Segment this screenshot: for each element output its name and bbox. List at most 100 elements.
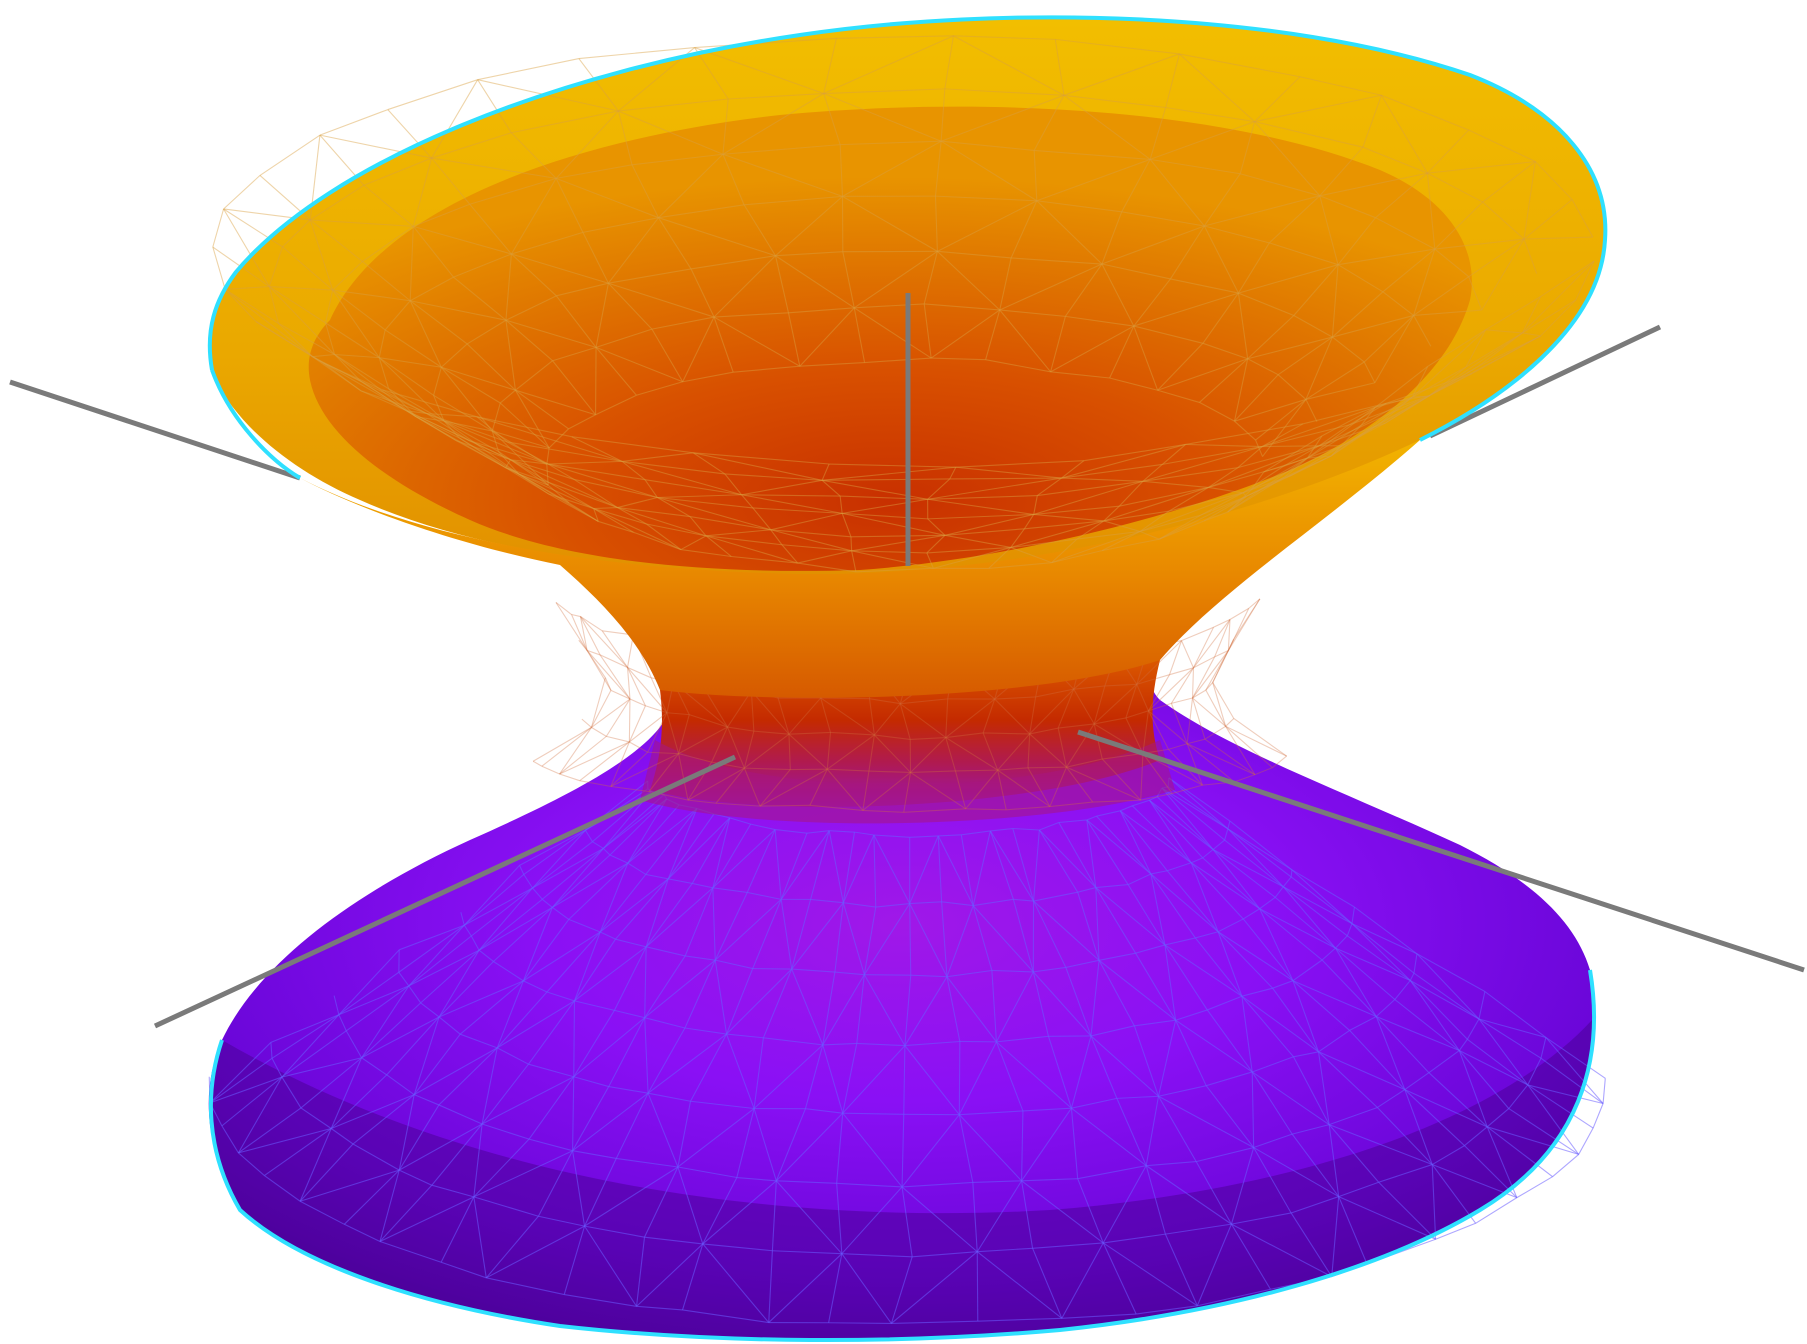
mesh-edge bbox=[1142, 753, 1173, 794]
mesh-edge bbox=[578, 639, 588, 651]
mesh-edge bbox=[564, 1294, 637, 1307]
mesh-edge bbox=[899, 703, 947, 738]
mesh-edge bbox=[426, 412, 549, 465]
mesh-edge bbox=[1459, 1050, 1529, 1086]
mesh-edge bbox=[610, 689, 631, 700]
mesh-edge bbox=[1055, 38, 1180, 55]
mesh-edge bbox=[954, 770, 967, 809]
mesh-edge bbox=[1522, 299, 1577, 334]
mesh-edge bbox=[413, 1094, 440, 1106]
mesh-edge bbox=[511, 231, 584, 255]
mesh-edge bbox=[1351, 923, 1415, 974]
mesh-edge bbox=[644, 1017, 686, 1029]
mesh-edge bbox=[1032, 1242, 1104, 1249]
mesh-edge bbox=[299, 1143, 354, 1202]
mesh-edge bbox=[874, 734, 911, 740]
mesh-edge bbox=[1121, 159, 1151, 213]
mesh-edge bbox=[438, 1016, 461, 1035]
mesh-edge bbox=[515, 360, 553, 391]
mesh-edge bbox=[1033, 495, 1038, 515]
mesh-edge bbox=[1157, 389, 1200, 403]
mesh-edge bbox=[941, 901, 974, 907]
mesh-edge bbox=[1203, 511, 1228, 522]
mesh-edge bbox=[1477, 332, 1523, 367]
mesh-edge bbox=[473, 1138, 530, 1198]
mesh-edge bbox=[678, 726, 728, 755]
mesh-edge bbox=[586, 650, 631, 700]
mesh-edge bbox=[1328, 1124, 1380, 1183]
mesh-edge bbox=[726, 1033, 755, 1109]
mesh-edge bbox=[1010, 200, 1038, 259]
mesh-edge bbox=[744, 733, 790, 769]
mesh-edge bbox=[1508, 1108, 1579, 1155]
mesh-edge bbox=[1021, 1110, 1024, 1181]
mesh-edge bbox=[431, 1184, 474, 1198]
mesh-edge bbox=[1527, 1084, 1594, 1129]
mesh-edge bbox=[1237, 445, 1320, 469]
mesh-edge bbox=[1158, 1095, 1254, 1149]
mesh-edge bbox=[617, 507, 647, 525]
mesh-edge bbox=[505, 467, 550, 484]
mesh-edge bbox=[621, 452, 694, 462]
mesh-edge bbox=[268, 286, 280, 324]
mesh-edge bbox=[684, 887, 714, 957]
mesh-edge bbox=[1165, 106, 1255, 123]
mesh-edge bbox=[1186, 743, 1203, 786]
mesh-edge bbox=[1362, 95, 1382, 148]
mesh-edge bbox=[1158, 514, 1201, 540]
mesh-edge bbox=[1142, 445, 1263, 482]
mesh-edge bbox=[1071, 1097, 1117, 1109]
mesh-edge bbox=[627, 667, 646, 706]
mesh-edge bbox=[581, 718, 592, 728]
mesh-edge bbox=[743, 767, 761, 807]
mesh-edge bbox=[933, 546, 1011, 569]
mesh-edge bbox=[300, 1057, 362, 1109]
mesh-edge bbox=[1292, 980, 1350, 1031]
mesh-edge bbox=[617, 110, 633, 165]
mesh-edge bbox=[1071, 1107, 1147, 1167]
mesh-edge bbox=[1282, 886, 1348, 937]
mesh-edge bbox=[360, 380, 407, 412]
mesh-edge bbox=[443, 420, 499, 452]
mesh-edge bbox=[1093, 685, 1106, 725]
mesh-edge bbox=[1090, 960, 1100, 1037]
mesh-edge bbox=[1094, 717, 1126, 725]
mesh-edge bbox=[1307, 435, 1323, 459]
mesh-edge bbox=[1061, 1313, 1137, 1319]
mesh-edge bbox=[1237, 242, 1270, 294]
mesh-edge bbox=[1486, 1126, 1553, 1178]
mesh-edge bbox=[1205, 682, 1214, 691]
mesh-edge bbox=[1217, 931, 1294, 982]
mesh-edge bbox=[1291, 455, 1332, 476]
mesh-edge bbox=[224, 288, 313, 358]
mesh-edge bbox=[693, 452, 823, 481]
mesh-edge bbox=[595, 346, 683, 383]
mesh-edge bbox=[863, 906, 877, 975]
mesh-edge bbox=[593, 508, 682, 551]
mesh-edge bbox=[1413, 276, 1470, 316]
mesh-edge bbox=[851, 550, 857, 572]
mesh-edge bbox=[1149, 796, 1158, 801]
mesh-edge bbox=[829, 463, 956, 468]
mesh-edge bbox=[840, 140, 942, 146]
mesh-edge bbox=[1292, 980, 1377, 1017]
mesh-edge bbox=[809, 768, 828, 806]
mesh-edge bbox=[863, 903, 911, 975]
mesh-edge bbox=[1602, 1078, 1606, 1104]
mesh-edge bbox=[705, 535, 798, 564]
mesh-edge bbox=[496, 980, 524, 1049]
mesh-edge bbox=[1227, 476, 1285, 513]
mesh-edge bbox=[959, 1110, 1023, 1116]
mesh-edge bbox=[379, 1240, 442, 1263]
mesh-edge bbox=[628, 699, 631, 742]
mesh-edge bbox=[1033, 900, 1067, 968]
mesh-edge bbox=[1066, 758, 1103, 768]
mesh-edge bbox=[546, 931, 601, 993]
mesh-edge bbox=[1552, 1153, 1580, 1178]
mesh-edge bbox=[338, 1014, 347, 1032]
mesh-edge bbox=[1241, 995, 1319, 1053]
mesh-edge bbox=[1283, 886, 1353, 925]
mesh-edge bbox=[1478, 1018, 1529, 1086]
